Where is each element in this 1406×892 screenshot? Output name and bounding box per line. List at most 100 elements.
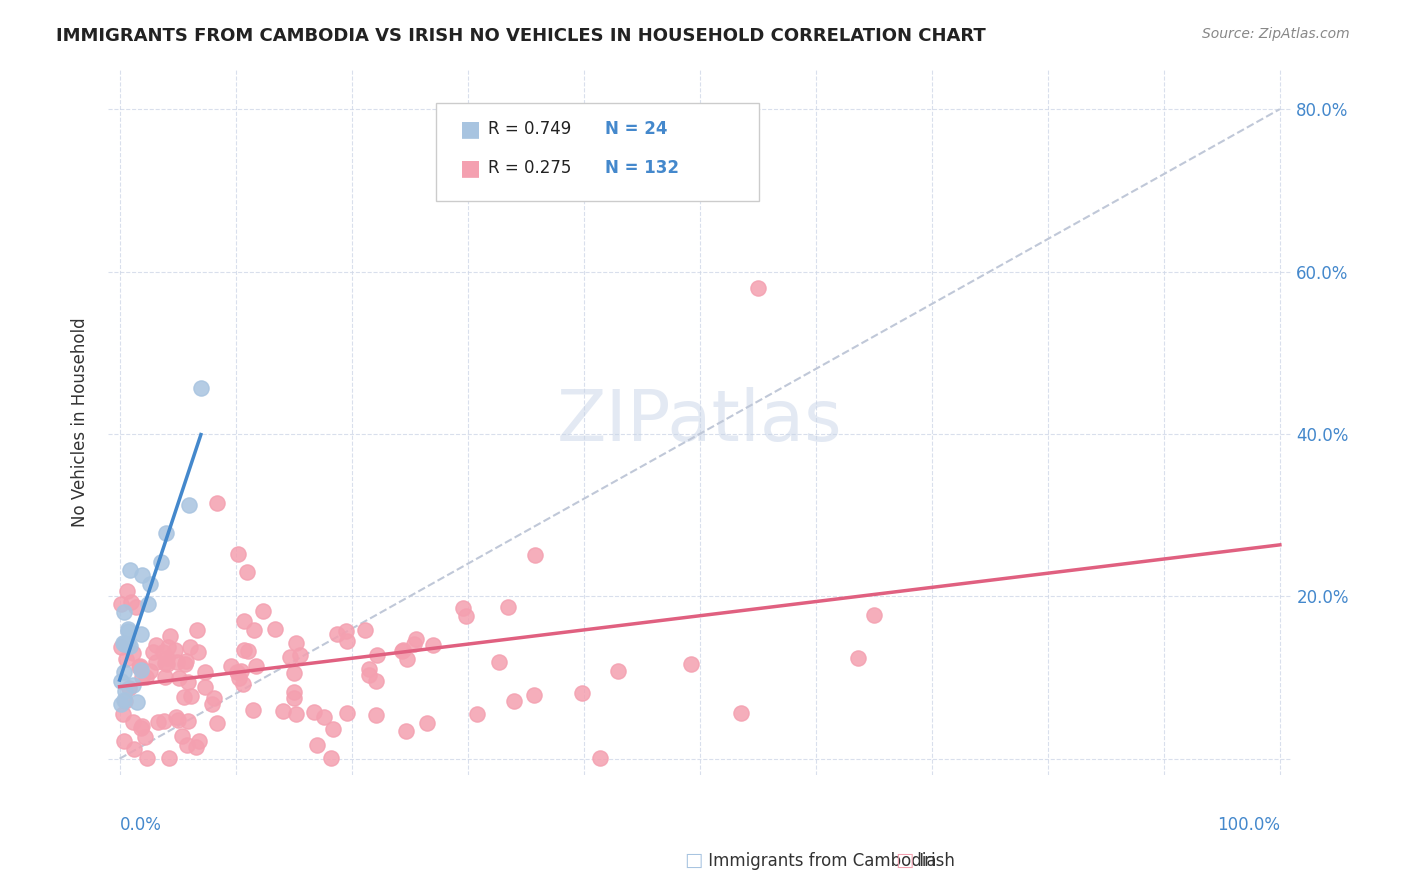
Point [145,655,167,669]
Point [110,698,132,712]
Point [145,638,167,652]
Point [117,623,139,637]
Point [129,663,152,677]
Point [284,635,307,649]
Point [233,614,256,628]
Point [155,525,177,540]
Point [170,730,193,744]
Point [205,495,228,509]
Point [747,281,769,295]
Point [179,640,201,654]
Point [326,626,349,640]
Point [179,498,201,512]
Point [134,730,156,744]
Point [187,645,209,659]
Point [302,705,325,719]
Text: □: □ [685,851,703,870]
Point [515,183,537,197]
Point [153,714,176,728]
Point [167,713,190,727]
Point [305,739,328,753]
Point [115,652,138,666]
Point [110,640,132,654]
Point [146,714,169,729]
Point [114,683,136,698]
Point [264,623,287,637]
Point [357,662,380,676]
Point [243,624,266,638]
Point [120,594,142,608]
Point [336,706,359,721]
Point [120,563,142,577]
Point [120,640,142,654]
Text: N = 24: N = 24 [605,120,666,138]
Text: R = 0.749: R = 0.749 [488,120,571,138]
Point [128,658,150,673]
Point [159,751,181,765]
Point [200,698,222,712]
Point [112,637,135,651]
Point [176,674,198,689]
Point [366,707,388,722]
Point [153,657,176,671]
Text: □: □ [896,851,914,870]
Point [131,719,153,733]
Point [156,657,179,671]
Point [117,637,139,651]
Point [188,733,211,747]
Point [139,664,162,678]
Point [451,601,474,615]
Point [166,655,188,669]
Point [846,651,869,665]
Point [111,706,134,721]
Point [110,674,132,689]
Point [165,710,187,724]
Text: ■: ■ [460,158,481,178]
Point [156,650,179,665]
Point [174,657,197,671]
Text: R = 0.275: R = 0.275 [488,159,571,177]
Point [730,706,752,720]
Point [129,627,152,641]
Point [122,646,145,660]
Point [319,751,342,765]
Point [135,670,157,684]
Point [112,734,135,748]
Point [405,632,427,646]
Point [129,721,152,735]
Point [395,723,418,738]
Y-axis label: No Vehicles in Household: No Vehicles in Household [72,317,89,526]
Point [335,624,357,639]
Point [180,690,202,704]
Point [496,599,519,614]
Text: N = 132: N = 132 [605,159,679,177]
Point [392,643,415,657]
Point [679,657,702,671]
Point [454,609,477,624]
Point [245,658,267,673]
Point [232,677,254,691]
Text: Immigrants from Cambodia: Immigrants from Cambodia [703,852,936,870]
Point [415,715,437,730]
Point [402,636,425,650]
Point [118,681,141,696]
Point [112,635,135,649]
Point [231,664,253,678]
Point [233,643,256,657]
Point [606,664,628,678]
Point [173,690,195,705]
Point [117,624,139,638]
Point [128,660,150,674]
Point [114,694,136,708]
Point [488,655,510,669]
Point [167,671,190,685]
Text: IMMIGRANTS FROM CAMBODIA VS IRISH NO VEHICLES IN HOUSEHOLD CORRELATION CHART: IMMIGRANTS FROM CAMBODIA VS IRISH NO VEH… [56,27,986,45]
Text: 100.0%: 100.0% [1216,815,1279,833]
Point [422,638,444,652]
Point [502,694,524,708]
Point [589,751,612,765]
Point [278,650,301,665]
Text: Source: ZipAtlas.com: Source: ZipAtlas.com [1202,27,1350,41]
Point [112,605,135,619]
Point [322,722,344,736]
